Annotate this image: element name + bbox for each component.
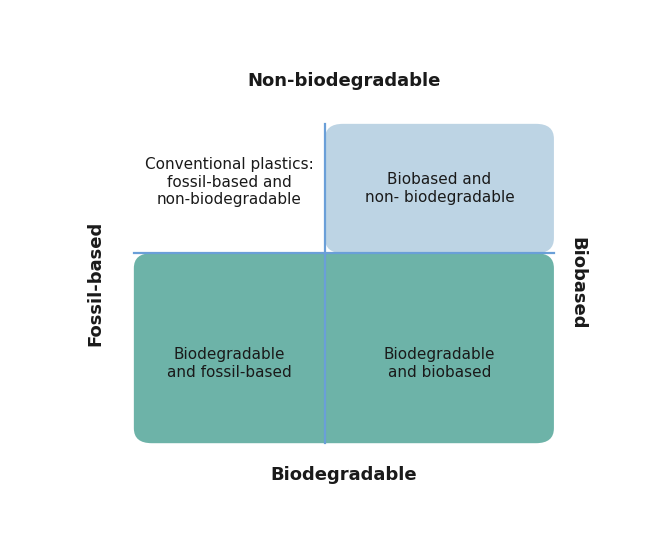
FancyBboxPatch shape <box>134 124 325 253</box>
Text: Fossil-based: Fossil-based <box>87 221 104 346</box>
Text: Biobased and
non- biodegradable: Biobased and non- biodegradable <box>365 173 514 205</box>
Text: Biodegradable
and biobased: Biodegradable and biobased <box>383 347 495 379</box>
Text: Biodegradable: Biodegradable <box>270 466 417 484</box>
FancyBboxPatch shape <box>134 253 554 443</box>
Text: Biodegradable
and fossil-based: Biodegradable and fossil-based <box>167 347 292 379</box>
Text: Biobased: Biobased <box>568 237 586 330</box>
FancyBboxPatch shape <box>325 124 554 253</box>
Text: Non-biodegradable: Non-biodegradable <box>247 72 441 90</box>
Text: Conventional plastics:
fossil-based and
non-biodegradable: Conventional plastics: fossil-based and … <box>145 157 314 207</box>
